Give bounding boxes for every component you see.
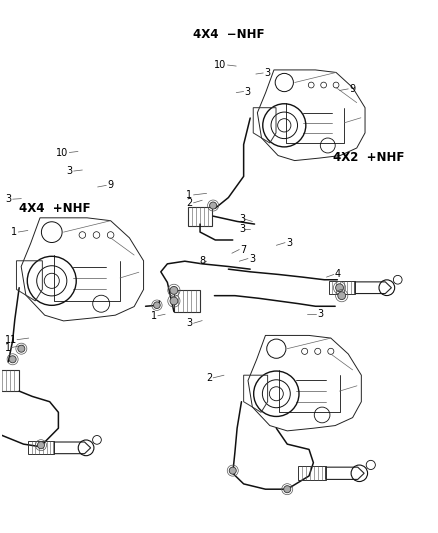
Circle shape: [283, 486, 290, 492]
Circle shape: [37, 442, 44, 449]
Text: 3: 3: [66, 166, 72, 176]
Text: 4X4  −NHF: 4X4 −NHF: [192, 28, 264, 41]
Text: 1: 1: [5, 343, 11, 353]
Text: 4: 4: [334, 270, 340, 279]
Text: 3: 3: [264, 68, 270, 78]
Circle shape: [335, 284, 343, 292]
Text: 3: 3: [316, 309, 322, 319]
Circle shape: [170, 286, 177, 294]
Text: 3: 3: [286, 238, 292, 248]
Circle shape: [229, 467, 236, 474]
Text: 8: 8: [199, 256, 205, 266]
Bar: [173, 290, 200, 312]
Text: 3: 3: [186, 318, 192, 328]
Text: 9: 9: [107, 180, 113, 190]
Text: 3: 3: [5, 194, 11, 204]
Text: 2: 2: [205, 373, 212, 383]
Text: 1: 1: [150, 311, 156, 321]
Text: 3: 3: [244, 86, 250, 96]
Text: 10: 10: [56, 148, 68, 158]
Bar: [297, 466, 325, 480]
Circle shape: [153, 302, 160, 309]
Circle shape: [337, 292, 345, 300]
Text: 4X2  +NHF: 4X2 +NHF: [332, 151, 403, 164]
Text: 11: 11: [5, 335, 17, 345]
Circle shape: [9, 356, 16, 363]
Bar: [188, 207, 212, 225]
Circle shape: [209, 202, 216, 209]
Circle shape: [170, 297, 177, 305]
Circle shape: [18, 345, 25, 352]
Text: 3: 3: [238, 224, 244, 235]
Text: 1: 1: [186, 190, 192, 200]
Text: 1: 1: [11, 227, 17, 237]
Bar: [0, 370, 18, 391]
Text: 9: 9: [348, 84, 354, 94]
Text: 7: 7: [240, 245, 246, 255]
Text: 3: 3: [238, 214, 244, 224]
Bar: [328, 281, 354, 294]
Text: 10: 10: [214, 60, 226, 70]
Text: 2: 2: [186, 198, 192, 208]
Bar: [28, 441, 54, 455]
Text: 4X4  +NHF: 4X4 +NHF: [19, 201, 91, 215]
Text: 3: 3: [249, 254, 255, 263]
